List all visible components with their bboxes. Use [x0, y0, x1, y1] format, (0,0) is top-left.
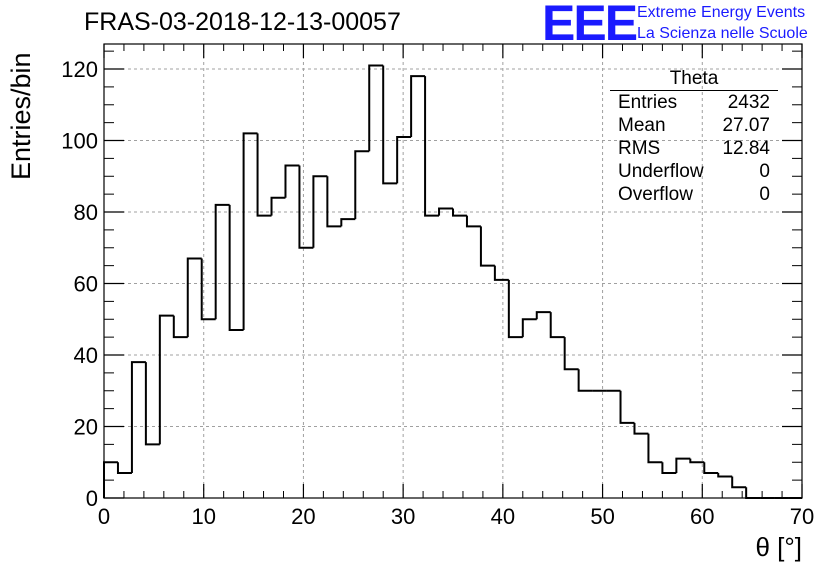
stats-label: Mean — [618, 115, 666, 136]
stats-label: Underflow — [618, 161, 704, 182]
histogram-bin — [703, 462, 719, 474]
stats-value: 0 — [759, 184, 770, 205]
histogram-bin — [438, 207, 453, 216]
histogram-bin — [661, 462, 677, 474]
stats-value: 0 — [759, 161, 770, 182]
histogram-bin — [424, 76, 440, 217]
histogram-bin — [172, 315, 188, 339]
x-axis-label: θ [°] — [755, 532, 802, 562]
histogram-bin — [675, 457, 691, 473]
stats-row-mean: Mean 27.07 — [610, 114, 778, 137]
axes: 0 10 20 30 40 50 60 70 0 20 40 60 80 100 120 — [61, 44, 814, 529]
x-tick-label: 60 — [690, 504, 714, 529]
logo-subtitle-1: Extreme Energy Events — [637, 4, 806, 21]
histogram-bin — [549, 312, 565, 339]
stats-value: 27.07 — [722, 115, 770, 136]
plot-frame — [103, 43, 803, 499]
histogram-bin — [144, 362, 160, 446]
y-tick-label: 120 — [61, 57, 98, 82]
stats-row-entries: Entries 2432 — [610, 91, 778, 114]
histogram-bin — [256, 133, 272, 217]
histogram-bin — [521, 318, 537, 338]
histogram-bin — [200, 258, 216, 321]
y-tick-label: 80 — [74, 200, 98, 225]
histogram-bin — [647, 433, 663, 464]
y-tick-label: 20 — [74, 415, 98, 440]
histogram-bin — [130, 361, 146, 473]
chart-title: FRAS-03-2018-12-13-00057 — [84, 8, 401, 36]
histogram-bars — [103, 64, 802, 499]
histogram-bin — [214, 203, 230, 320]
stats-title: Theta — [610, 68, 778, 91]
y-tick-label: 0 — [86, 486, 98, 511]
x-tick-label: 20 — [291, 504, 315, 529]
stats-label: RMS — [618, 138, 661, 159]
histogram-bin — [563, 337, 579, 371]
eee-logo: EEE — [542, 0, 638, 51]
histogram-bin — [186, 257, 202, 338]
histogram-bin — [452, 208, 467, 217]
histogram-bin — [270, 196, 286, 216]
stats-value: 12.84 — [722, 138, 770, 159]
y-tick-label: 40 — [74, 343, 98, 368]
histogram-bin — [633, 422, 649, 435]
x-tick-label: 50 — [590, 504, 614, 529]
histogram-bin — [689, 458, 705, 464]
stats-label: Overflow — [618, 184, 693, 205]
histogram-bin — [382, 65, 398, 185]
stats-row-overflow: Overflow 0 — [610, 183, 778, 206]
histogram-bin — [116, 462, 132, 474]
histogram-bin — [368, 64, 384, 152]
y-axis-label: Entries/bin — [6, 52, 36, 180]
histogram-bin — [298, 165, 314, 249]
x-tick-label: 30 — [391, 504, 415, 529]
x-tick-label: 10 — [191, 504, 215, 529]
histogram-bin — [326, 176, 342, 228]
histogram-bin — [535, 311, 551, 320]
stats-box: Theta Entries 2432 Mean 27.07 RMS 12.84 … — [610, 68, 778, 206]
x-tick-label: 0 — [98, 504, 110, 529]
histogram-bin — [340, 218, 356, 227]
histogram-bin — [284, 164, 300, 198]
stats-value: 2432 — [727, 92, 770, 113]
y-tick-label: 100 — [61, 129, 98, 154]
histogram-bin — [619, 390, 635, 424]
histogram-bin — [228, 204, 244, 331]
histogram-bin — [312, 175, 328, 248]
histogram-bin — [465, 215, 481, 228]
logo-subtitle-2: La Scienza nelle Scuole — [637, 25, 808, 42]
histogram-bin — [354, 150, 370, 220]
x-tick-label: 40 — [491, 504, 515, 529]
stats-row-rms: RMS 12.84 — [610, 137, 778, 160]
histogram-bin — [507, 279, 523, 339]
histogram-bin — [493, 265, 509, 281]
histogram-bin — [479, 226, 495, 267]
histogram-bin — [717, 472, 733, 478]
histogram-bin — [731, 476, 747, 489]
histogram-bin — [577, 369, 593, 392]
x-tick-label: 70 — [790, 504, 814, 529]
y-tick-label: 60 — [74, 272, 98, 297]
histogram-bin — [410, 75, 426, 137]
histogram-bin — [396, 135, 412, 184]
stats-row-underflow: Underflow 0 — [610, 160, 778, 183]
stats-label: Entries — [618, 92, 678, 113]
histogram-bin — [158, 314, 174, 445]
histogram-bin — [242, 132, 258, 330]
histogram-bin — [745, 487, 761, 499]
